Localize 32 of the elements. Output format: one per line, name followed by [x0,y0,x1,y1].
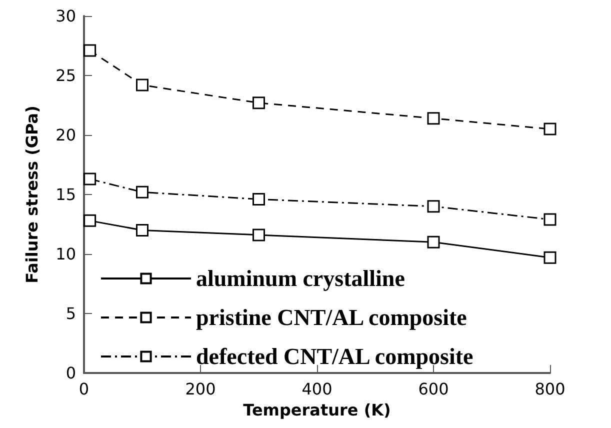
x-tick-label: 600 [418,380,449,398]
y-tick-label: 25 [56,66,76,85]
y-tick-label: 5 [66,304,76,323]
y-tick-label: 20 [56,126,76,144]
x-tick-label: 0 [78,380,90,398]
point [136,186,148,198]
point [84,172,96,186]
point [136,224,148,236]
y-tick-label: 0 [66,364,76,382]
legend-label: defected CNT/AL composite [196,344,474,369]
x-axis-title: Temperature (K) [243,400,391,420]
x-tick-label: 400 [302,380,332,398]
legend-label: aluminum crystalline [196,266,405,291]
point [427,200,440,213]
y-axis-title: Failure stress (GPa) [22,106,42,284]
point [252,228,265,242]
point [136,78,148,92]
x-tick-label: 800 [534,380,566,398]
point [544,122,556,136]
legend-label: pristine CNT/AL composite [196,305,467,330]
point [544,213,556,226]
point [427,112,440,125]
x-tick-label: 200 [185,380,216,398]
point [84,214,96,227]
point [84,44,96,57]
y-tick-label: 15 [56,185,76,204]
point [544,251,556,264]
point [252,96,265,110]
point [427,236,440,248]
y-tick-label: 30 [56,6,76,26]
y-tick-label: 10 [56,244,76,264]
point [252,193,265,206]
